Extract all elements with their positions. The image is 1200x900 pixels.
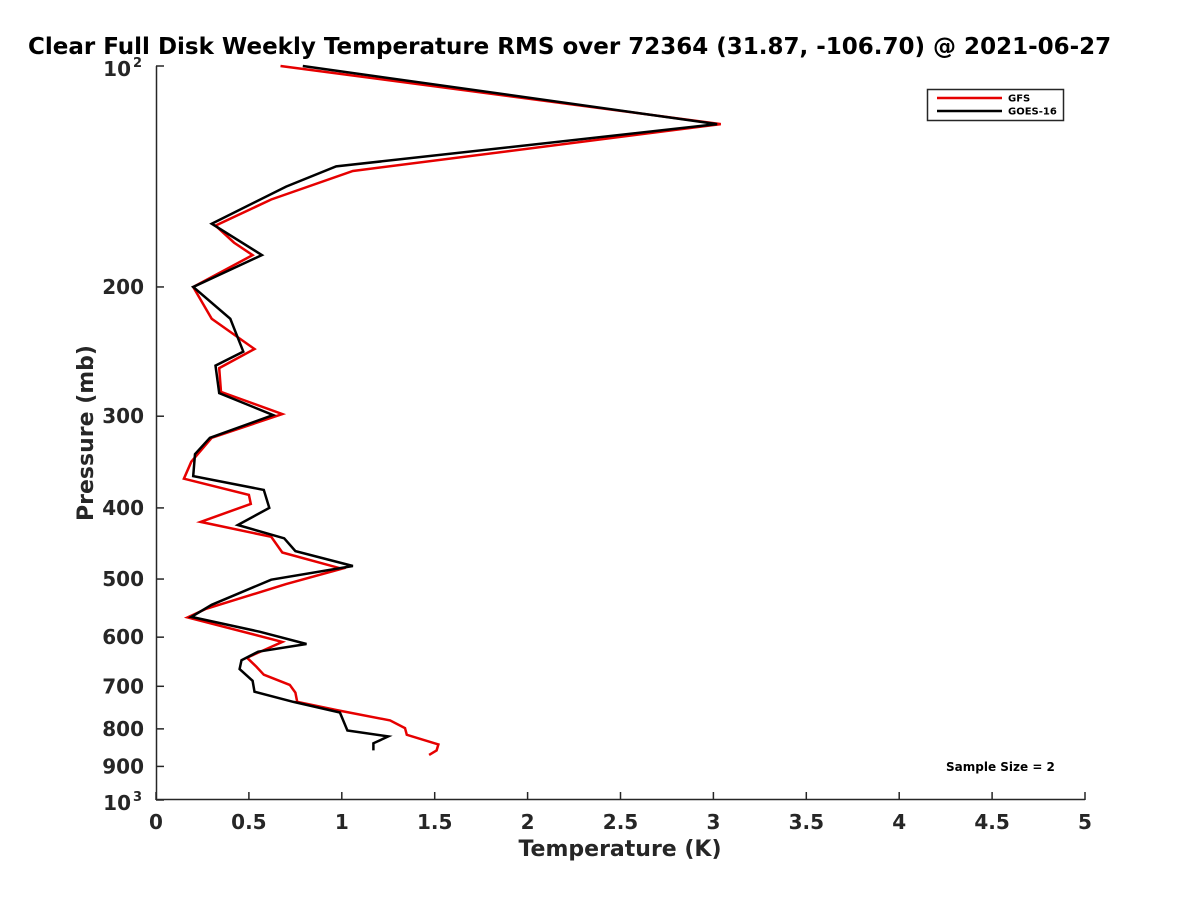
x-tick-label: 2.5 xyxy=(603,810,638,834)
x-axis-label: Temperature (K) xyxy=(518,837,721,862)
sample-size-annotation: Sample Size = 2 xyxy=(946,760,1055,774)
legend-label-gfs: GFS xyxy=(1008,94,1030,105)
series-line-goes16 xyxy=(187,64,718,751)
series-line-gfs xyxy=(182,64,721,756)
x-tick-label: 1 xyxy=(335,810,349,834)
y-tick-label: 900 xyxy=(102,754,144,778)
y-axis-label: Pressure (mb) xyxy=(74,345,99,521)
y-decade-tick-exponent: 3 xyxy=(133,790,142,805)
y-tick-label: 200 xyxy=(102,275,144,299)
x-axis-ticks: 0 0.5 1 1.5 2 2.5 3 3.5 4 4.5 5 xyxy=(149,792,1092,834)
x-tick-label: 5 xyxy=(1078,810,1092,834)
y-decade-tick-label: 10 xyxy=(103,57,131,81)
y-tick-label: 300 xyxy=(102,404,144,428)
x-tick-label: 0.5 xyxy=(231,810,266,834)
y-tick-label: 700 xyxy=(102,674,144,698)
x-tick-label: 3.5 xyxy=(789,810,824,834)
legend: GFS GOES-16 xyxy=(926,88,1065,122)
x-tick-label: 3 xyxy=(706,810,720,834)
y-tick-label: 500 xyxy=(102,567,144,591)
plot-area xyxy=(182,64,721,756)
y-tick-label: 800 xyxy=(102,717,144,741)
y-tick-label: 400 xyxy=(102,496,144,520)
x-tick-label: 1.5 xyxy=(417,810,452,834)
y-decade-tick-exponent: 2 xyxy=(133,56,142,71)
legend-label-goes16: GOES-16 xyxy=(1008,107,1057,118)
y-tick-label: 600 xyxy=(102,625,144,649)
x-tick-label: 0 xyxy=(149,810,163,834)
x-tick-label: 4 xyxy=(892,810,906,834)
chart-title: Clear Full Disk Weekly Temperature RMS o… xyxy=(28,34,1111,60)
y-decade-tick-label: 10 xyxy=(103,791,131,815)
x-tick-label: 4.5 xyxy=(974,810,1009,834)
x-tick-label: 2 xyxy=(521,810,535,834)
legend-box xyxy=(926,88,1065,122)
